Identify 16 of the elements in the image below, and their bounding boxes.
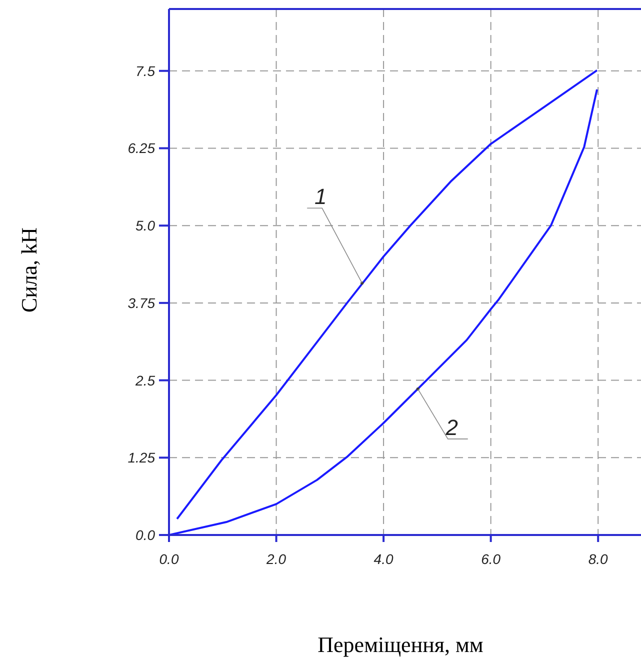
- y-tick-label: 6.25: [128, 140, 156, 156]
- x-tick-label: 4.0: [374, 551, 394, 567]
- x-tick-label: 2.0: [266, 551, 286, 567]
- x-tick-label: 0.0: [159, 551, 179, 567]
- y-tick-label: 0.0: [136, 527, 156, 543]
- x-tick-label: 8.0: [588, 551, 608, 567]
- y-axis-title: Сила, kH: [17, 227, 43, 313]
- x-tick-label: 6.0: [481, 551, 501, 567]
- y-tick-label: 7.5: [136, 62, 156, 79]
- annotation: 1: [314, 184, 327, 210]
- y-tick-label: 1.25: [128, 450, 156, 466]
- y-tick-label: 2.5: [134, 372, 156, 388]
- y-tick-label: 5.0: [136, 218, 156, 234]
- x-axis-title: Переміщення, мм: [316, 632, 484, 658]
- y-tick-label: 3.75: [128, 294, 156, 311]
- annotation: 2: [444, 414, 458, 440]
